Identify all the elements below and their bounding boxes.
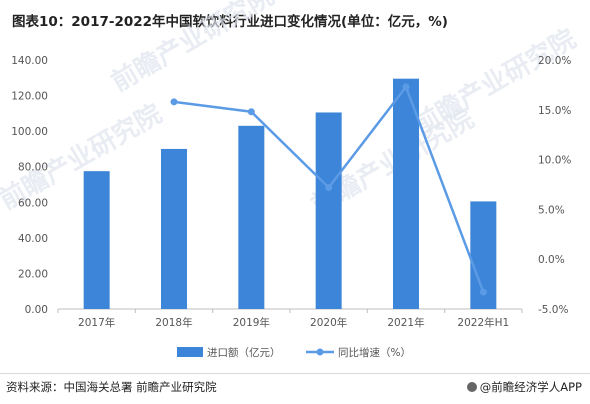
x-tick-label: 2018年 <box>155 316 192 329</box>
x-tick-label: 2021年 <box>387 316 424 329</box>
left-tick-label: 140.00 <box>11 55 48 67</box>
legend: 进口额（亿元） 同比增速（%） <box>177 346 411 359</box>
watermark-text: 前瞻产业研究院 <box>106 0 279 98</box>
bar <box>315 112 342 309</box>
x-tick-label: 2022年H1 <box>457 316 509 329</box>
source-note: 资料来源：中国海关总署 前瞻产业研究院 <box>6 380 217 394</box>
right-tick-label: 0.0% <box>538 254 565 266</box>
bar <box>161 148 187 309</box>
bars <box>83 78 497 309</box>
brand-logo-icon <box>466 382 477 392</box>
legend-bar-label: 进口额（亿元） <box>207 346 281 359</box>
right-tick-label: 10.0% <box>538 155 571 167</box>
bar <box>393 78 419 309</box>
left-tick-label: 60.00 <box>18 197 48 209</box>
brand: @前瞻经济学人APP <box>466 379 582 395</box>
brand-label: @前瞻经济学人APP <box>479 380 582 394</box>
left-tick-label: 40.00 <box>18 233 48 245</box>
legend-bar-swatch <box>177 347 203 357</box>
growth-point <box>247 108 255 116</box>
bar <box>83 171 110 309</box>
growth-point <box>479 288 487 296</box>
chart-title: 图表10：2017-2022年中国软饮料行业进口变化情况(单位：亿元，%) <box>12 14 448 30</box>
left-tick-label: 20.00 <box>18 268 48 280</box>
growth-point <box>170 98 178 106</box>
right-tick-label: 15.0% <box>538 105 571 117</box>
legend-line-label: 同比增速（%） <box>338 346 411 359</box>
left-tick-label: 120.00 <box>11 91 48 103</box>
x-tick-label: 2020年 <box>310 316 347 329</box>
growth-line <box>170 83 487 296</box>
axes: 2017年 2018年 2019年 2020年 2021年 2022年H1 0.00 20.0… <box>11 55 571 329</box>
left-tick-label: 80.00 <box>18 162 48 174</box>
x-tick-label: 2019年 <box>233 316 270 329</box>
right-tick-label: 20.0% <box>538 55 571 67</box>
growth-point <box>402 83 410 91</box>
growth-point <box>325 183 333 191</box>
left-tick-label: 100.00 <box>11 126 48 138</box>
right-tick-label: 5.0% <box>538 204 565 216</box>
legend-line-marker <box>316 348 324 356</box>
right-tick-label: -5.0% <box>538 304 568 316</box>
bar <box>238 125 265 309</box>
footer: 资料来源：中国海关总署 前瞻产业研究院 @前瞻经济学人APP <box>0 373 590 398</box>
x-tick-label: 2017年 <box>78 316 115 329</box>
left-tick-label: 0.00 <box>25 304 48 316</box>
watermark-text: 前瞻产业研究院 <box>408 23 581 141</box>
